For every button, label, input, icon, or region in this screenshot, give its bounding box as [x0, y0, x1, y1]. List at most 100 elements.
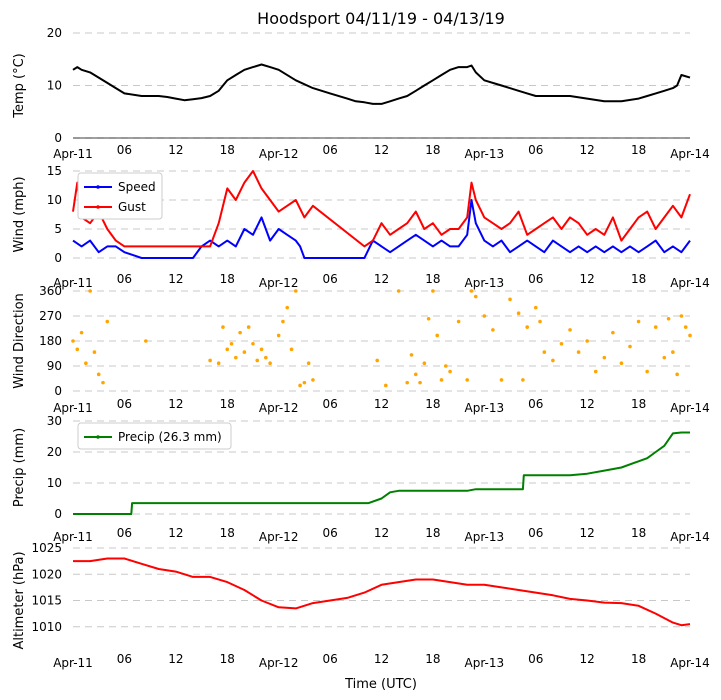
x-tick-label: 06 [117, 272, 132, 286]
x-tick-label: 18 [220, 397, 235, 411]
x-tick-label: 06 [117, 652, 132, 666]
data-point [611, 330, 615, 335]
y-tick-label: 0 [54, 251, 62, 265]
data-point [418, 380, 422, 385]
data-point [101, 380, 105, 385]
x-tick-label: 18 [220, 272, 235, 286]
data-point [246, 325, 251, 329]
data-point [538, 319, 542, 324]
data-point [268, 361, 272, 366]
x-tick-label: 06 [117, 526, 132, 540]
x-tick-label: 18 [425, 272, 440, 286]
data-point [221, 325, 225, 329]
x-tick-label: Apr-14 [670, 656, 710, 670]
data-point [383, 383, 388, 388]
x-tick-label: 06 [117, 143, 132, 157]
x-tick-label: 18 [631, 143, 646, 157]
data-point [306, 361, 311, 366]
x-tick-label: 18 [425, 143, 440, 157]
y-tick-label: 10 [47, 79, 62, 93]
x-tick-label: Apr-12 [259, 147, 299, 161]
x-tick-label: Apr-12 [259, 401, 299, 415]
x-tick-label: Apr-14 [670, 276, 710, 290]
chart-title: Hoodsport 04/11/19 - 04/13/19 [257, 9, 505, 28]
x-tick-label: Apr-13 [465, 147, 505, 161]
data-point [234, 355, 238, 360]
x-tick-label: 12 [168, 397, 183, 411]
x-tick-label: 06 [322, 272, 337, 286]
x-tick-label: 12 [580, 272, 595, 286]
data-point [242, 350, 247, 354]
y-tick-label: 20 [47, 26, 62, 40]
x-tick-label: Apr-11 [53, 276, 93, 290]
data-point [413, 372, 418, 377]
data-point [281, 319, 285, 324]
x-axis-label: Time (UTC) [344, 677, 417, 692]
data-point [259, 347, 264, 352]
data-point [289, 347, 294, 352]
data-point [71, 339, 75, 343]
x-tick-label: 12 [580, 397, 595, 411]
data-point [671, 350, 675, 354]
x-tick-label: 18 [220, 143, 235, 157]
data-point [88, 289, 92, 293]
x-tick-label: Apr-11 [53, 530, 93, 544]
data-point [525, 325, 529, 329]
data-point [311, 378, 315, 382]
legend-marker [96, 435, 100, 439]
x-tick-label: 06 [528, 272, 543, 286]
data-point [482, 314, 487, 318]
data-point [208, 358, 212, 363]
data-point [79, 330, 84, 335]
data-point [84, 361, 88, 366]
data-point [593, 369, 598, 374]
x-tick-label: 12 [374, 526, 389, 540]
y-axis-label: Wind (mph) [12, 176, 27, 252]
x-tick-label: 12 [168, 143, 183, 157]
data-point [405, 380, 410, 385]
x-tick-label: 18 [631, 272, 646, 286]
panel-precip: 0 10 20 30 Apr-11 06 12 18 Apr-12 06 12 18 Apr-13 06 1… [12, 414, 710, 544]
data-point [375, 358, 380, 363]
x-tick-label: Apr-11 [53, 147, 93, 161]
legend-marker [96, 185, 100, 189]
data-point [473, 294, 478, 299]
data-point [683, 325, 688, 329]
x-tick-label: Apr-14 [670, 530, 710, 544]
data-point [533, 305, 538, 310]
data-point [105, 319, 110, 324]
data-point [285, 305, 290, 310]
data-point [645, 369, 649, 374]
data-point [443, 364, 448, 368]
data-point [298, 383, 302, 388]
y-tick-label: 90 [47, 359, 62, 373]
x-tick-label: 18 [425, 397, 440, 411]
data-point [422, 361, 427, 366]
data-point [516, 311, 521, 316]
legend-label: Gust [118, 200, 146, 214]
x-tick-label: 12 [168, 526, 183, 540]
data-point [688, 333, 692, 338]
data-point [653, 325, 658, 329]
x-tick-label: 12 [168, 652, 183, 666]
x-tick-label: 18 [220, 652, 235, 666]
panel-alt: 1010 1015 1020 1025 Apr-11 06 12 18 Apr-12 06 12 18… [12, 541, 710, 670]
data-point [255, 358, 260, 363]
y-tick-label: 5 [54, 222, 62, 236]
y-tick-label: 0 [54, 384, 62, 398]
data-point [568, 328, 572, 332]
x-tick-label: 12 [168, 272, 183, 286]
data-point [675, 372, 679, 377]
x-tick-label: 06 [322, 652, 337, 666]
x-tick-label: Apr-13 [465, 530, 505, 544]
y-tick-label: 1020 [31, 567, 62, 581]
x-tick-label: 12 [374, 652, 389, 666]
data-point [448, 369, 452, 374]
data-point [521, 378, 525, 382]
x-tick-label: 12 [374, 397, 389, 411]
data-point [431, 289, 435, 293]
series-line-speed [72, 199, 691, 259]
data-point [662, 355, 667, 360]
